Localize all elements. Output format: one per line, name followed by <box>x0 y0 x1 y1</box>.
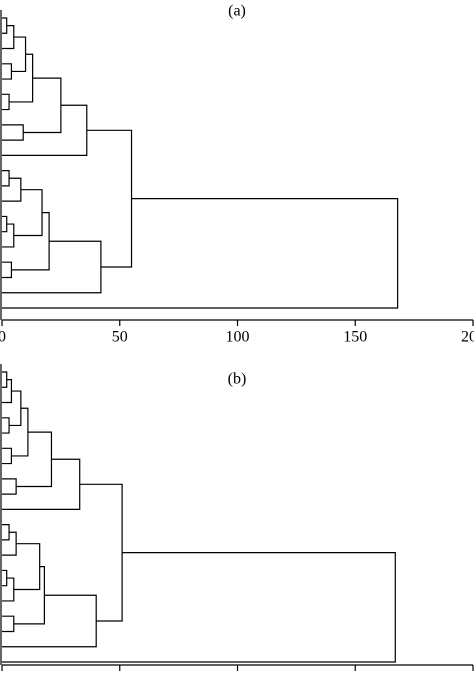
dendrogram-link <box>2 177 22 202</box>
dendrogram-link <box>2 17 8 34</box>
dendrogram-link <box>2 63 13 80</box>
dendrogram-link <box>2 417 10 434</box>
dendrogram-link <box>9 53 34 103</box>
dendrogram-link <box>2 240 102 294</box>
dendrogram-link <box>2 524 10 541</box>
dendrogram-link <box>2 198 399 309</box>
dendrogram-link <box>11 212 50 271</box>
x-tick-label: 100 <box>226 329 250 346</box>
dendrogram-link <box>2 93 10 111</box>
dendrogram-link <box>11 407 29 457</box>
dendrogram-link <box>2 371 8 388</box>
dendrogram-link <box>13 543 41 591</box>
dendrogram-link <box>2 458 81 510</box>
x-tick-label: 50 <box>112 329 128 346</box>
dendrogram-link <box>2 104 88 156</box>
dendrogram-link <box>2 552 396 663</box>
x-tick-label: 200 <box>461 329 474 346</box>
dendrogram-link <box>79 483 123 622</box>
panel-title: (b) <box>228 371 247 388</box>
dendrogram-link <box>23 77 62 134</box>
dendrogram-link <box>2 594 97 648</box>
dendrogram-link <box>2 215 8 233</box>
dendrogram-link <box>2 577 15 602</box>
dendrogram-link <box>2 615 15 633</box>
dendrogram-link <box>13 189 43 237</box>
dendrogram-link <box>2 25 15 50</box>
dendrogram-link <box>2 170 10 187</box>
x-tick-label: 150 <box>343 329 367 346</box>
dendrogram-link <box>2 569 8 587</box>
dendrogram-link <box>2 478 17 495</box>
dendrogram-link <box>2 124 24 141</box>
dendrogram-link <box>2 447 13 465</box>
dendrogram-link <box>16 431 53 488</box>
x-tick-label: 0 <box>0 329 6 346</box>
dendrogram-link <box>2 261 13 279</box>
dendrogram-link <box>86 129 133 268</box>
dendrogram-link <box>2 223 15 248</box>
panel-title: (a) <box>228 3 246 20</box>
